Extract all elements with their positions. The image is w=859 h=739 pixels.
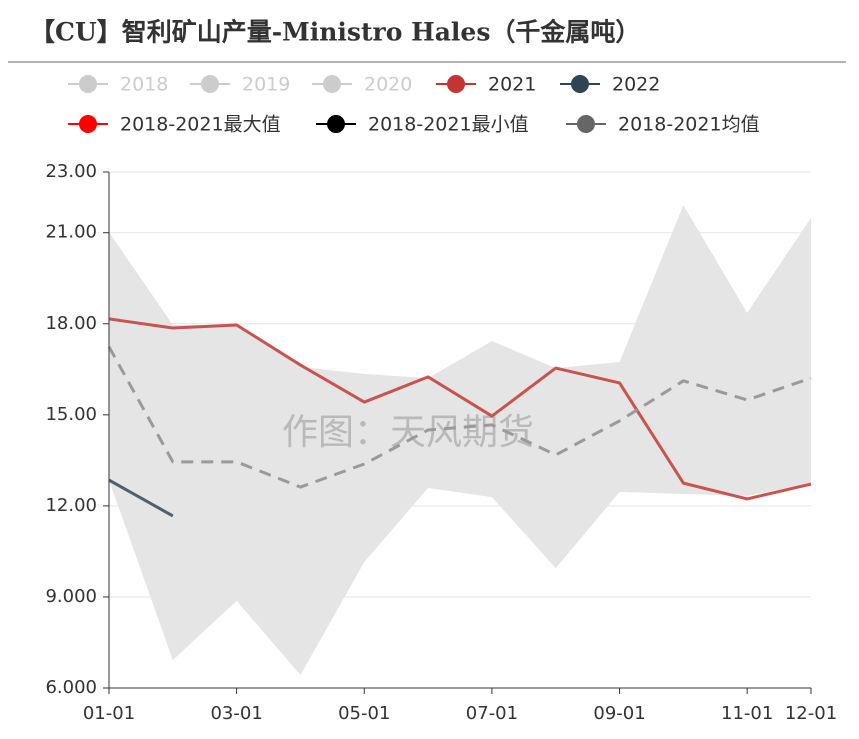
legend-label: 2018-2021均值 — [618, 114, 760, 136]
legend-marker — [447, 75, 465, 93]
legend-marker — [577, 115, 595, 133]
legend-marker — [201, 75, 219, 93]
legend-label: 2021 — [488, 74, 536, 96]
legend-marker — [79, 115, 97, 133]
series-line — [108, 478, 174, 518]
range-band — [109, 205, 811, 675]
legend-marker — [79, 75, 97, 93]
series-line — [108, 317, 812, 501]
x-tick-label: 11-01 — [721, 703, 773, 724]
x-tick-label: 01-01 — [83, 703, 135, 724]
y-tick-label: 12.00 — [45, 495, 97, 516]
y-tick-label: 18.00 — [45, 313, 97, 334]
legend-label: 2018-2021最大值 — [120, 114, 281, 136]
x-tick-label: 07-01 — [466, 703, 518, 724]
legend-marker — [327, 115, 345, 133]
y-tick-label: 9.000 — [45, 586, 97, 607]
y-tick-label: 15.00 — [45, 404, 97, 425]
y-tick-label: 21.00 — [45, 222, 97, 243]
x-tick-label: 03-01 — [210, 703, 262, 724]
legend-label: 2018-2021最小值 — [368, 114, 529, 136]
watermark: 作图：天风期货 — [282, 412, 534, 453]
series-line — [107, 346, 812, 489]
y-tick-label: 23.00 — [45, 161, 97, 182]
legend-marker — [571, 75, 589, 93]
legend-marker — [323, 75, 341, 93]
legend-label: 2022 — [612, 74, 660, 96]
chart-title: 【CU】智利矿山产量-Ministro Hales（千金属吨） — [30, 18, 640, 47]
x-tick-label: 12-01 — [785, 703, 837, 724]
legend-label: 2018 — [120, 74, 168, 96]
x-tick-label: 09-01 — [593, 703, 645, 724]
y-tick-label: 6.000 — [45, 677, 97, 698]
legend-label: 2019 — [242, 74, 290, 96]
legend-label: 2020 — [364, 74, 412, 96]
x-tick-label: 05-01 — [338, 703, 390, 724]
